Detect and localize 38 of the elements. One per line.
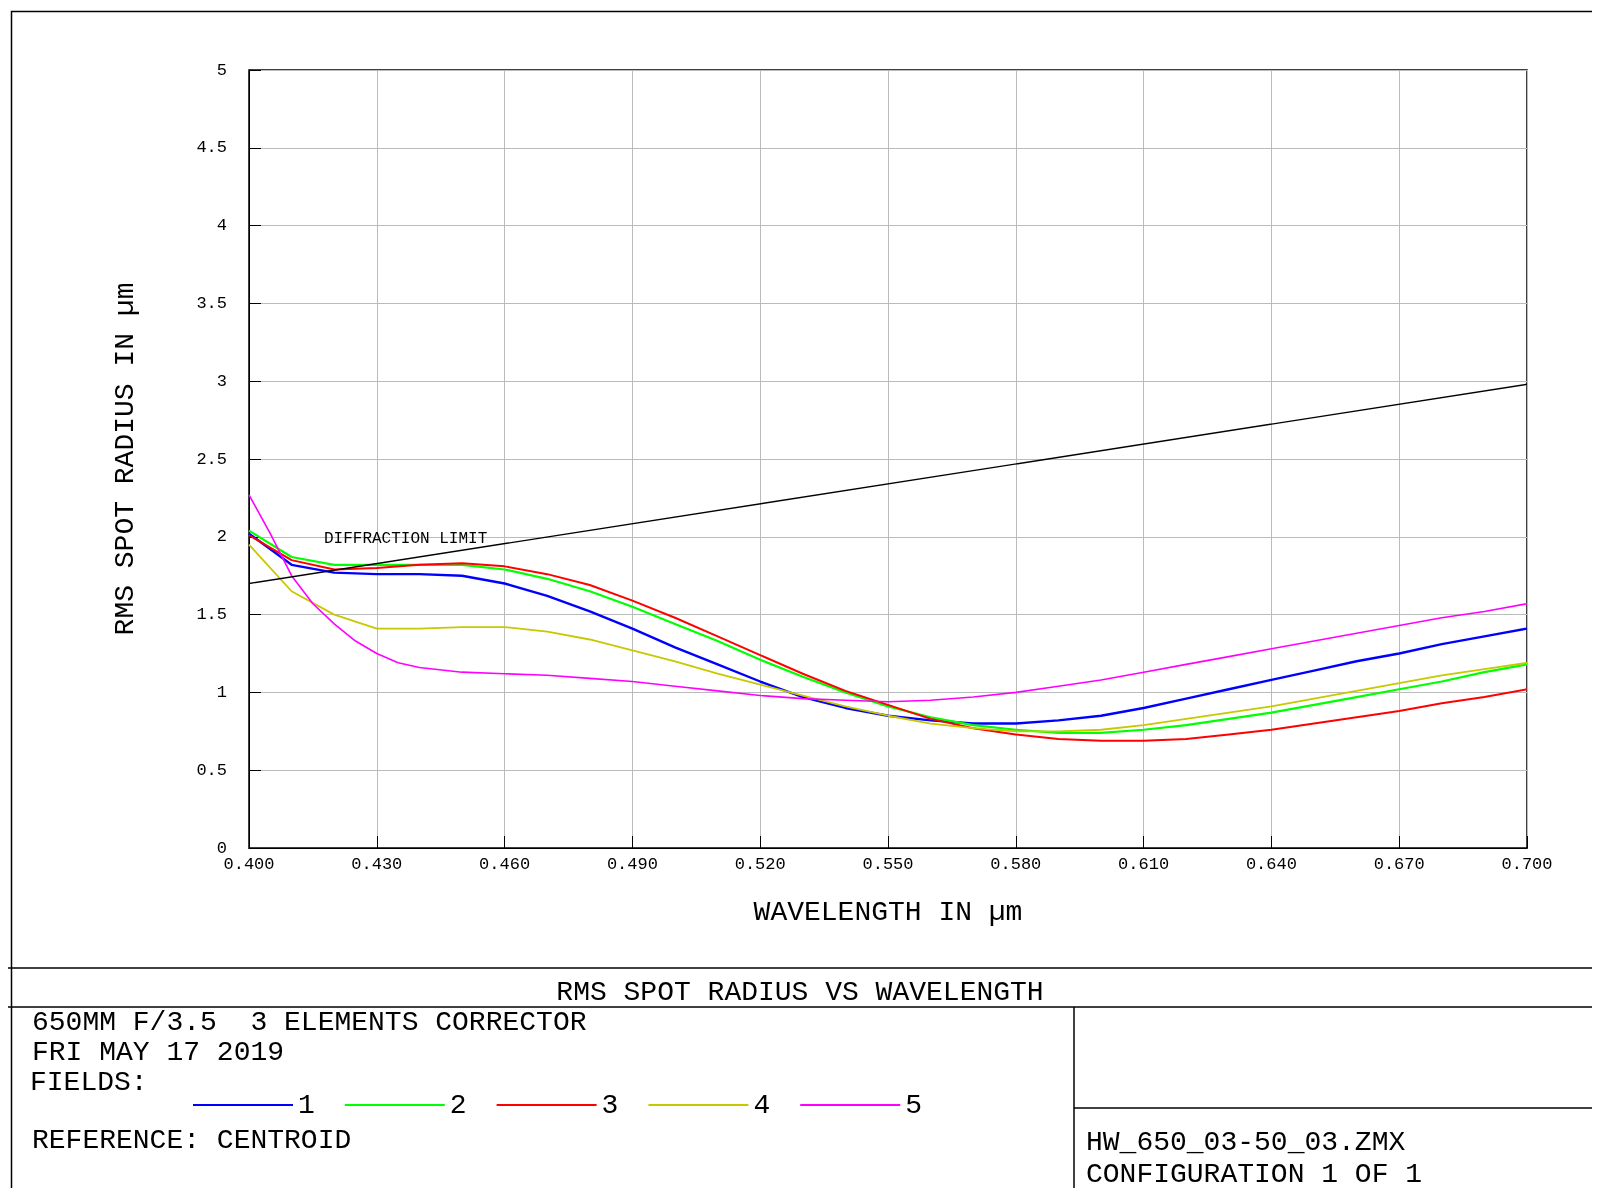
x-tick-label: 0.520 xyxy=(734,855,786,874)
x-tick-label: 0.460 xyxy=(479,855,531,874)
series-label: DIFFRACTION LIMIT xyxy=(324,530,488,549)
text: HW_650_03-50_03.ZMX xyxy=(1086,1126,1406,1158)
y-tick-label: 1.5 xyxy=(196,605,227,625)
y-tick-label: 5 xyxy=(216,60,227,80)
legend-label: 3 xyxy=(601,1089,619,1121)
x-tick-label: 0.640 xyxy=(1245,855,1297,874)
x-tick-label: 0.700 xyxy=(1501,855,1553,874)
x-tick-label: 0.670 xyxy=(1373,855,1425,874)
y-tick-label: 2.5 xyxy=(196,449,227,469)
y-tick-label: 1 xyxy=(216,682,227,702)
legend-label: 2 xyxy=(449,1089,467,1121)
y-tick-label: 4 xyxy=(216,216,227,236)
y-tick-label: 0 xyxy=(216,838,227,858)
x-tick-label: 0.400 xyxy=(223,855,275,874)
y-tick-label: 4.5 xyxy=(196,138,227,158)
text: 650MM F/3.5 3 ELEMENTS CORRECTOR xyxy=(32,1006,587,1038)
x-tick-label: 0.430 xyxy=(351,855,403,874)
legend-label: 5 xyxy=(905,1089,923,1121)
text: RMS SPOT RADIUS VS WAVELENGTH xyxy=(556,976,1044,1008)
legend-label: 1 xyxy=(298,1089,315,1121)
y-tick-label: 3 xyxy=(216,371,227,391)
legend-title: FIELDS: xyxy=(30,1066,148,1098)
y-tick-label: 3.5 xyxy=(196,293,227,313)
y-tick-label: 0.5 xyxy=(196,760,227,780)
y-tick-label: 2 xyxy=(216,527,227,547)
legend-label: 4 xyxy=(753,1089,771,1121)
text: CONFIGURATION 1 OF 1 xyxy=(1086,1158,1423,1190)
x-tick-label: 0.580 xyxy=(990,855,1042,874)
text: REFERENCE: CENTROID xyxy=(32,1124,352,1156)
y-axis-title: RMS SPOT RADIUS IN µm xyxy=(109,282,141,636)
x-tick-label: 0.490 xyxy=(606,855,658,874)
x-axis-title: WAVELENGTH IN µm xyxy=(753,896,1023,928)
line-series xyxy=(248,493,1528,703)
x-tick-label: 0.550 xyxy=(862,855,914,874)
x-tick-label: 0.610 xyxy=(1118,855,1170,874)
text: FRI MAY 17 2019 xyxy=(32,1036,285,1068)
